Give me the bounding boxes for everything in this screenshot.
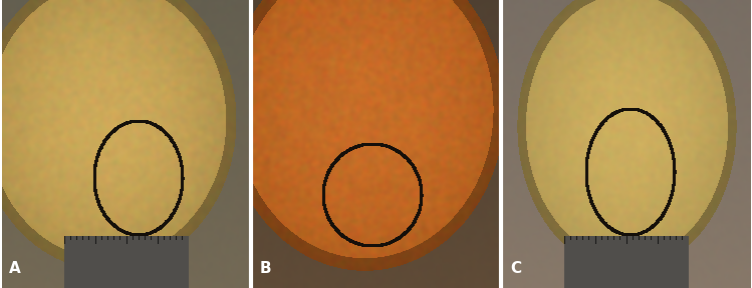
- Text: B: B: [260, 262, 271, 276]
- Text: C: C: [510, 262, 521, 276]
- Text: A: A: [9, 262, 21, 276]
